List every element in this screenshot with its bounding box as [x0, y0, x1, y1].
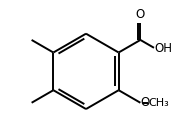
- Text: O: O: [141, 96, 150, 109]
- Text: OH: OH: [155, 42, 173, 55]
- Text: CH₃: CH₃: [149, 98, 169, 108]
- Text: O: O: [136, 8, 145, 21]
